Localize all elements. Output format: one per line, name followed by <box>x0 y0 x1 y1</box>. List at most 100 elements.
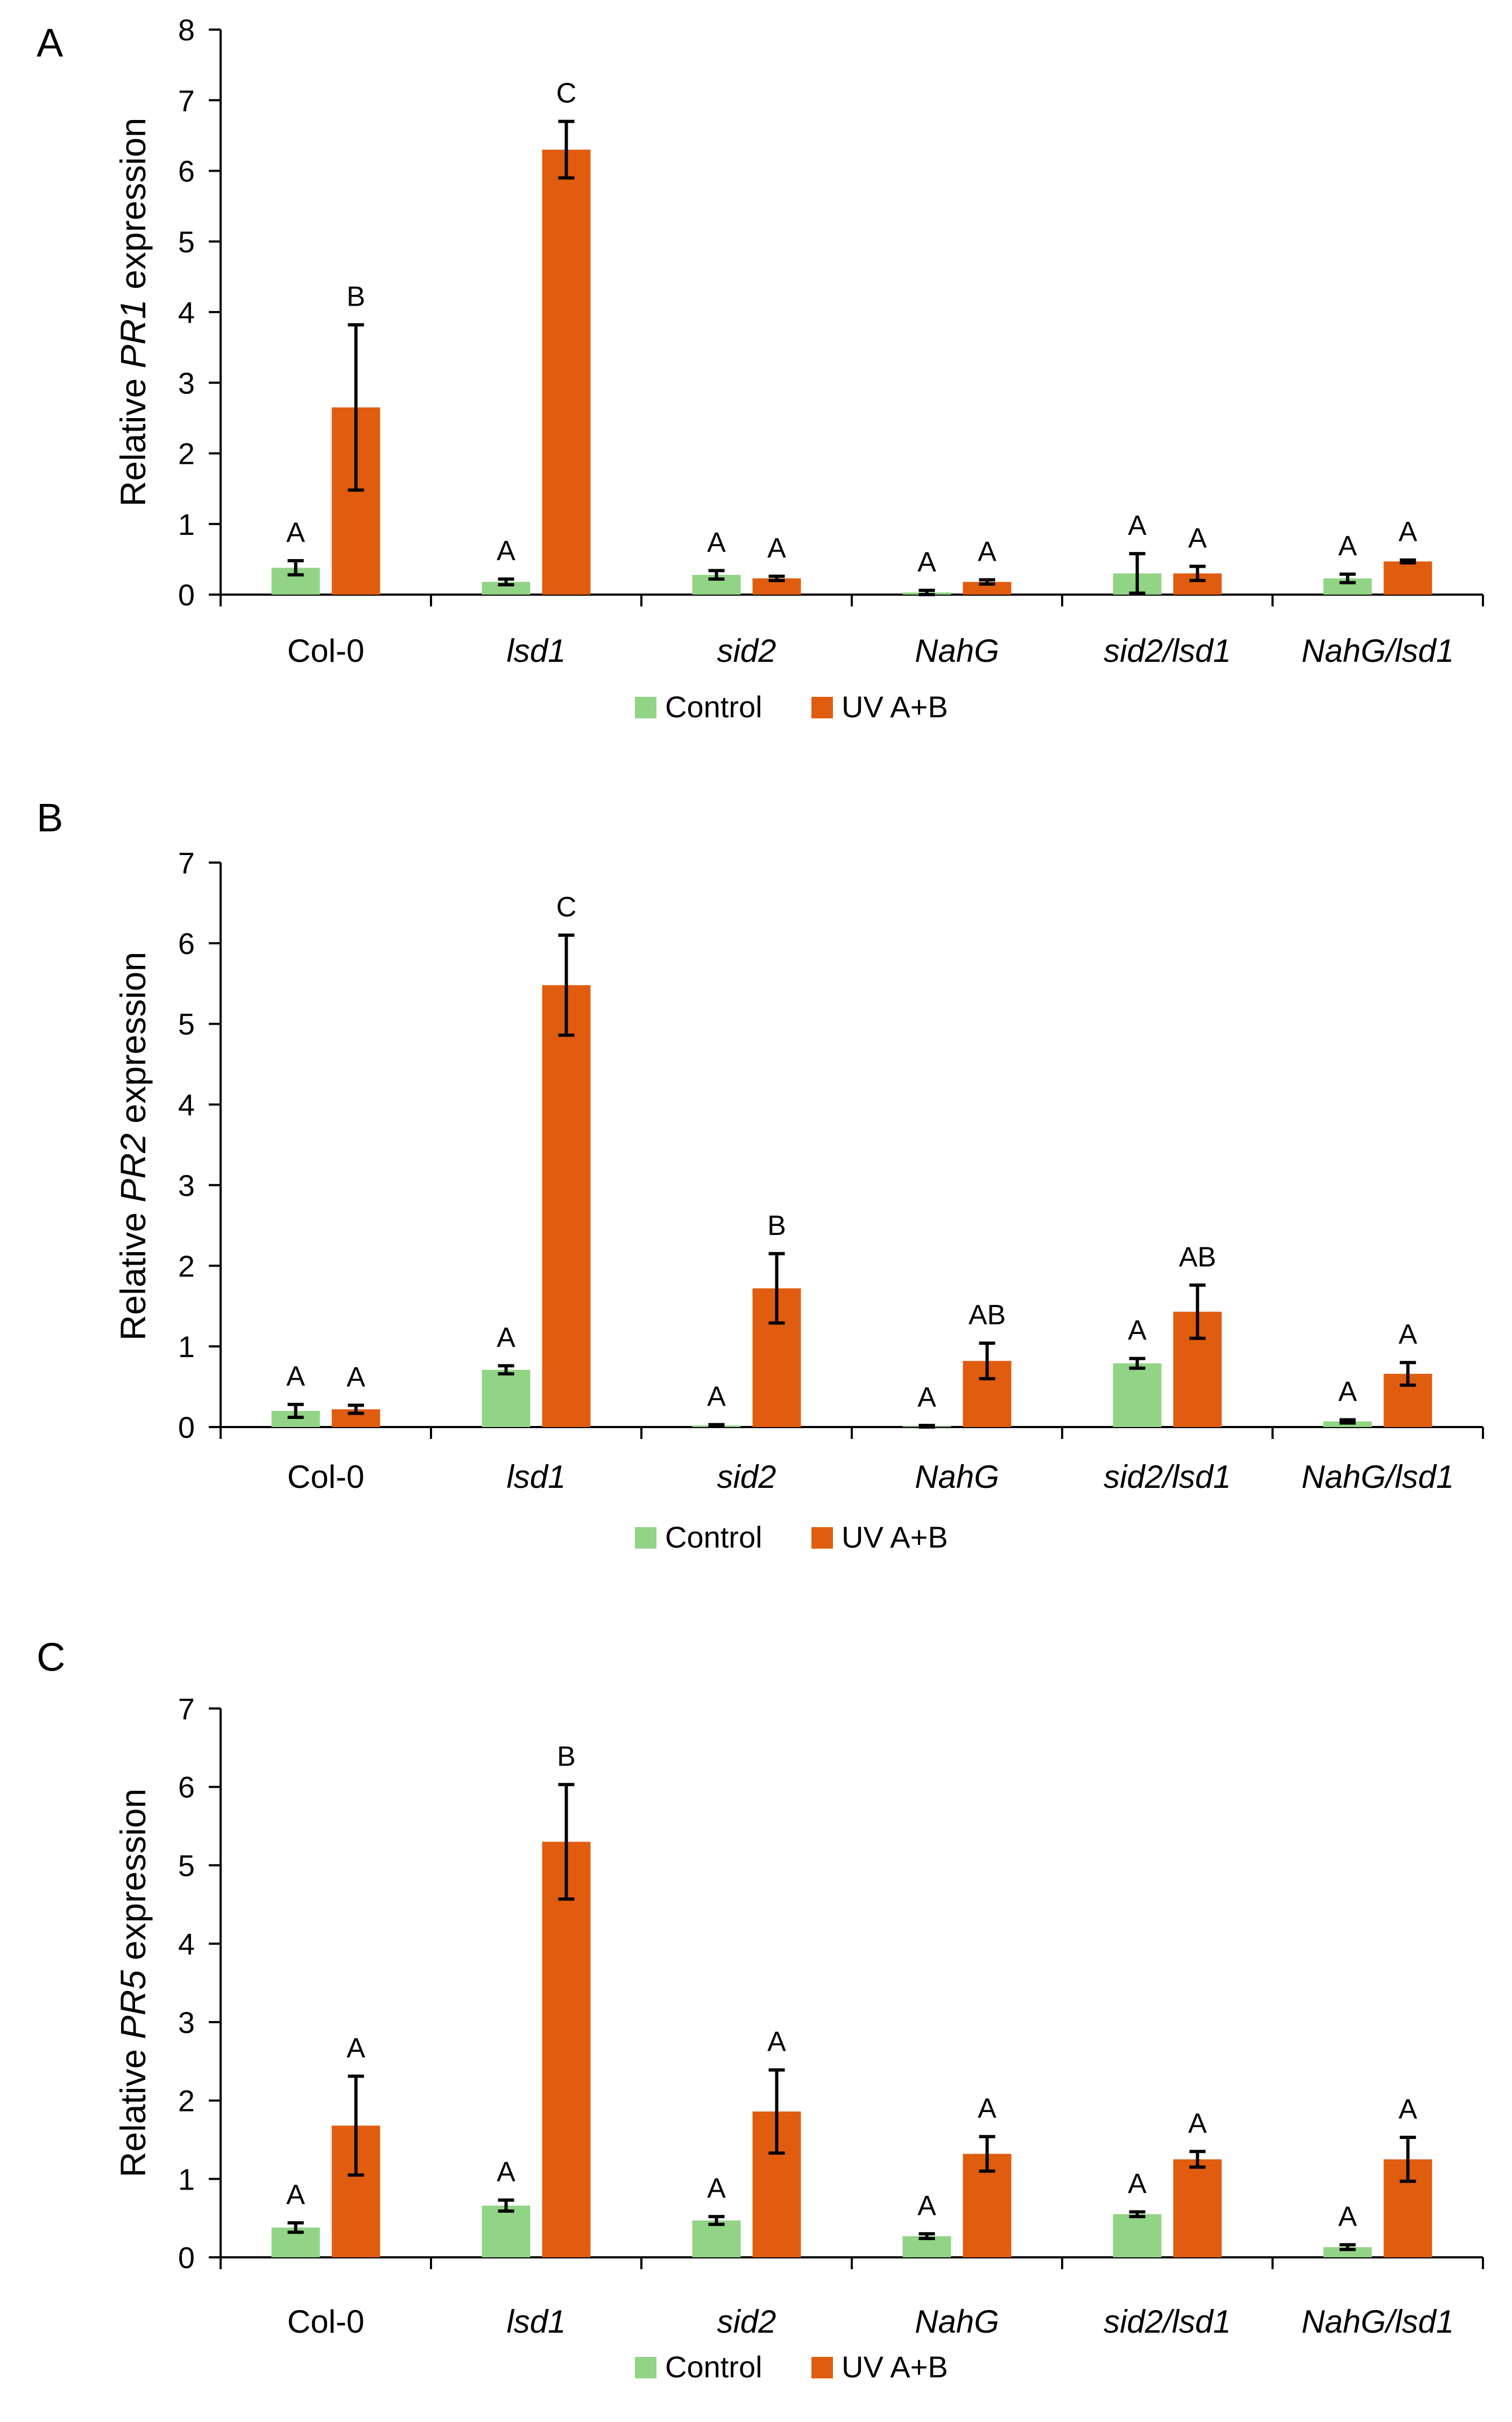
y-tick-label: 6 <box>178 927 195 961</box>
error-bar <box>287 559 304 577</box>
y-tick-label: 4 <box>178 295 195 329</box>
y-tick-label: 7 <box>178 83 195 117</box>
legend: Control UV A+B <box>635 1520 948 1554</box>
category-label: sid2/lsd1 <box>1104 1459 1231 1495</box>
significance-letter: A <box>707 527 726 558</box>
category-label: NahG <box>915 2304 999 2340</box>
bar-uv <box>542 985 591 1427</box>
category-label: lsd1 <box>506 2304 566 2340</box>
legend: Control UV A+B <box>635 2350 948 2384</box>
significance-letter: A <box>767 2026 786 2058</box>
error-bar <box>979 2135 995 2173</box>
bar-control <box>1113 1363 1162 1427</box>
error-bar <box>708 1423 725 1428</box>
category-label: NahG/lsd1 <box>1302 633 1454 669</box>
significance-letter: B <box>347 281 365 313</box>
category-label: sid2 <box>717 2304 776 2340</box>
error-bar <box>1400 558 1416 564</box>
legend-label: UV A+B <box>842 1520 948 1554</box>
error-bar <box>558 119 575 180</box>
error-bar <box>287 2221 304 2234</box>
error-bar <box>979 1341 995 1381</box>
y-tick-label: 8 <box>178 13 195 47</box>
legend-swatch <box>635 697 656 718</box>
significance-letter: A <box>917 2190 936 2221</box>
panel-letter: A <box>37 20 63 65</box>
category-label: sid2 <box>717 633 776 669</box>
chart-panel-A: A 0 1 2 3 4 5 6 7 8 Relative PR1 expression Col-0 ls… <box>37 13 1484 724</box>
significance-letter: A <box>1398 517 1417 548</box>
error-bar <box>979 578 995 586</box>
bar-control <box>1323 2247 1372 2257</box>
y-tick-label: 6 <box>178 1770 195 1804</box>
significance-letter: A <box>1338 1376 1357 1408</box>
y-axis-label: Relative PR1 expression <box>113 118 153 507</box>
significance-letter: A <box>1128 2168 1147 2199</box>
significance-letter: A <box>347 1362 365 1393</box>
y-tick-label: 1 <box>178 1330 195 1364</box>
y-tick-label: 0 <box>178 578 195 612</box>
significance-letter: A <box>1128 1315 1147 1346</box>
y-tick-label: 2 <box>178 2084 195 2118</box>
bar-uv <box>1173 2159 1222 2257</box>
significance-letter: A <box>1188 523 1207 554</box>
legend-label: Control <box>665 690 762 724</box>
significance-letter: A <box>707 1381 726 1413</box>
y-tick-label: 4 <box>178 1088 195 1122</box>
bar-uv <box>542 150 591 595</box>
bar-uv <box>963 582 1012 595</box>
panel-letter: C <box>37 1635 65 1679</box>
legend: Control UV A+B <box>635 690 948 724</box>
legend-swatch <box>635 2357 656 2378</box>
bar-uv <box>1383 561 1432 595</box>
legend-label: Control <box>665 1520 762 1554</box>
error-bar <box>1400 1361 1416 1387</box>
panel-letter: B <box>37 795 63 840</box>
significance-letter: AB <box>969 1300 1006 1331</box>
significance-letter: A <box>1338 2201 1357 2233</box>
category-label: lsd1 <box>506 1459 566 1495</box>
error-bar <box>348 323 364 492</box>
chart-panel-B: B 0 1 2 3 4 5 6 7 Relative PR2 expression Col-0 lsd… <box>37 795 1484 1554</box>
error-bar <box>287 1403 304 1420</box>
y-tick-label: 0 <box>178 1410 195 1444</box>
bar-control <box>692 2220 741 2257</box>
y-tick-label: 4 <box>178 1927 195 1961</box>
error-bar <box>1339 572 1356 584</box>
legend-swatch <box>635 1527 656 1549</box>
category-label: Col-0 <box>287 2304 364 2340</box>
error-bar <box>348 1403 364 1415</box>
y-tick-label: 3 <box>178 1168 195 1202</box>
error-bar <box>918 1424 935 1429</box>
significance-letter: C <box>556 892 577 923</box>
category-label: Col-0 <box>287 633 364 669</box>
error-bar <box>768 574 785 582</box>
significance-letter: A <box>1398 1319 1417 1350</box>
y-tick-label: 7 <box>178 1692 195 1726</box>
category-label: Col-0 <box>287 1459 364 1495</box>
y-tick-label: 5 <box>178 1848 195 1882</box>
significance-letter: A <box>1338 531 1357 562</box>
error-bar <box>558 1783 575 1901</box>
y-tick-label: 7 <box>178 846 195 880</box>
significance-letter: A <box>497 535 515 567</box>
category-label: NahG <box>915 1459 999 1495</box>
error-bar <box>1129 1357 1146 1370</box>
y-tick-label: 3 <box>178 2006 195 2039</box>
y-tick-label: 5 <box>178 1007 195 1041</box>
error-bar <box>1189 1283 1206 1340</box>
y-tick-label: 6 <box>178 154 195 188</box>
category-label: NahG/lsd1 <box>1302 2304 1454 2340</box>
significance-letter: A <box>286 1361 305 1392</box>
significance-letter: A <box>767 533 786 564</box>
bar-control <box>1113 2214 1162 2257</box>
bar-control <box>482 1369 531 1427</box>
legend-swatch <box>811 1527 833 1549</box>
y-tick-label: 1 <box>178 507 195 541</box>
significance-letter: A <box>497 1322 515 1353</box>
significance-letter: A <box>497 2157 515 2188</box>
y-axis-label: Relative PR5 expression <box>113 1789 153 2178</box>
error-bar <box>1129 552 1146 595</box>
error-bar <box>768 1252 785 1325</box>
